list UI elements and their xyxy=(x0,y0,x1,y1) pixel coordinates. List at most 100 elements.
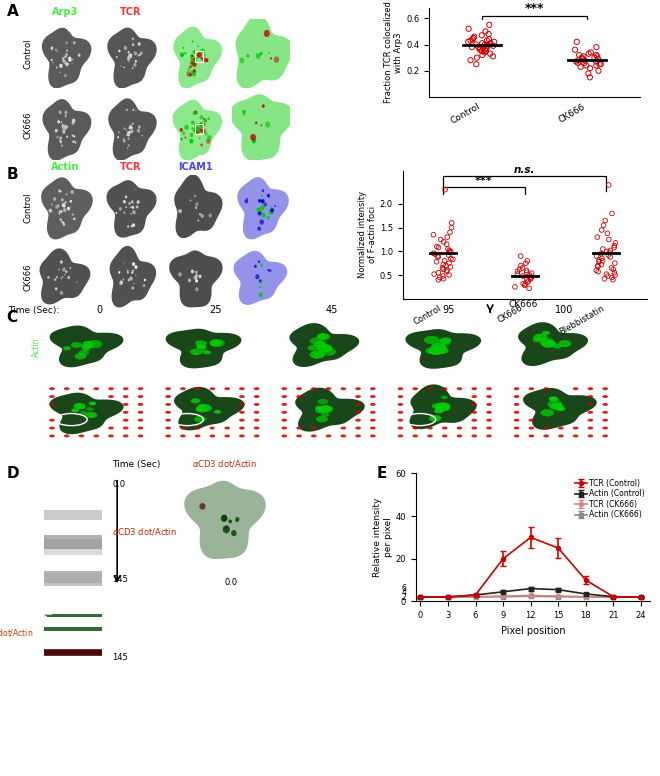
Circle shape xyxy=(281,411,287,414)
Text: Actin: Actin xyxy=(59,460,86,469)
Circle shape xyxy=(573,387,578,390)
Circle shape xyxy=(71,121,75,125)
Circle shape xyxy=(553,344,562,348)
Point xyxy=(440,255,450,267)
Point xyxy=(488,40,498,52)
Polygon shape xyxy=(110,246,156,307)
Circle shape xyxy=(182,131,185,135)
Polygon shape xyxy=(295,388,365,431)
Circle shape xyxy=(80,411,87,414)
Circle shape xyxy=(165,427,171,430)
Circle shape xyxy=(191,70,195,74)
Point xyxy=(607,272,617,284)
Point xyxy=(471,38,481,50)
Circle shape xyxy=(120,65,121,67)
Circle shape xyxy=(194,123,195,126)
Circle shape xyxy=(533,338,541,342)
Circle shape xyxy=(432,404,442,409)
Circle shape xyxy=(184,137,186,139)
Circle shape xyxy=(197,127,203,133)
Circle shape xyxy=(57,50,58,52)
Point xyxy=(596,248,607,260)
Circle shape xyxy=(541,409,554,417)
Circle shape xyxy=(60,260,63,264)
Circle shape xyxy=(165,403,171,406)
Circle shape xyxy=(240,57,244,64)
Point xyxy=(433,274,444,286)
Circle shape xyxy=(131,126,133,130)
Circle shape xyxy=(427,435,433,438)
Circle shape xyxy=(130,213,131,215)
Text: Actin: Actin xyxy=(32,337,41,357)
Point xyxy=(467,41,477,54)
Circle shape xyxy=(191,127,193,130)
Circle shape xyxy=(202,57,207,63)
Circle shape xyxy=(138,403,143,406)
Point xyxy=(573,54,583,67)
Circle shape xyxy=(239,387,245,390)
Circle shape xyxy=(61,278,62,279)
Point xyxy=(515,250,526,262)
Point xyxy=(428,228,439,241)
Circle shape xyxy=(587,395,593,398)
Circle shape xyxy=(123,138,125,141)
Circle shape xyxy=(194,275,197,280)
Circle shape xyxy=(257,227,261,230)
Text: 100: 100 xyxy=(555,305,574,315)
Circle shape xyxy=(236,517,240,521)
Circle shape xyxy=(65,41,68,44)
Circle shape xyxy=(317,344,333,352)
Circle shape xyxy=(205,58,209,62)
Circle shape xyxy=(119,280,123,285)
Circle shape xyxy=(543,427,549,430)
Point xyxy=(517,262,528,274)
Circle shape xyxy=(69,200,72,203)
Circle shape xyxy=(210,387,215,390)
Bar xyxy=(44,548,102,555)
Circle shape xyxy=(59,210,61,213)
Circle shape xyxy=(254,435,259,438)
Point xyxy=(585,47,596,59)
Circle shape xyxy=(370,435,376,438)
Point xyxy=(432,250,443,262)
Circle shape xyxy=(195,207,197,210)
Circle shape xyxy=(195,427,201,430)
Point xyxy=(526,267,537,279)
Circle shape xyxy=(486,403,492,406)
Circle shape xyxy=(281,387,287,390)
Circle shape xyxy=(270,57,272,60)
Point xyxy=(591,55,601,68)
Circle shape xyxy=(587,419,593,421)
Circle shape xyxy=(127,51,129,54)
Point xyxy=(523,276,533,289)
Point xyxy=(446,252,456,265)
Circle shape xyxy=(129,55,132,59)
Circle shape xyxy=(165,435,171,438)
Circle shape xyxy=(118,271,120,274)
Circle shape xyxy=(49,387,55,390)
Circle shape xyxy=(195,387,201,390)
Text: A: A xyxy=(7,4,18,19)
Text: Control: Control xyxy=(23,192,32,223)
Point xyxy=(432,241,442,253)
Point xyxy=(434,272,445,284)
Text: ICAM1: ICAM1 xyxy=(178,162,213,172)
Point xyxy=(600,214,611,227)
Circle shape xyxy=(587,403,593,406)
Circle shape xyxy=(123,212,125,214)
Circle shape xyxy=(457,387,462,390)
Point xyxy=(519,279,530,291)
Circle shape xyxy=(265,121,271,128)
Circle shape xyxy=(195,435,201,438)
Point xyxy=(438,236,449,248)
Circle shape xyxy=(222,515,227,521)
Circle shape xyxy=(193,62,197,67)
Circle shape xyxy=(296,387,302,390)
Circle shape xyxy=(129,125,132,128)
Circle shape xyxy=(224,387,230,390)
Point xyxy=(481,42,492,54)
Circle shape xyxy=(317,406,332,414)
Circle shape xyxy=(486,387,492,390)
Point xyxy=(441,259,451,272)
Point xyxy=(602,227,612,240)
